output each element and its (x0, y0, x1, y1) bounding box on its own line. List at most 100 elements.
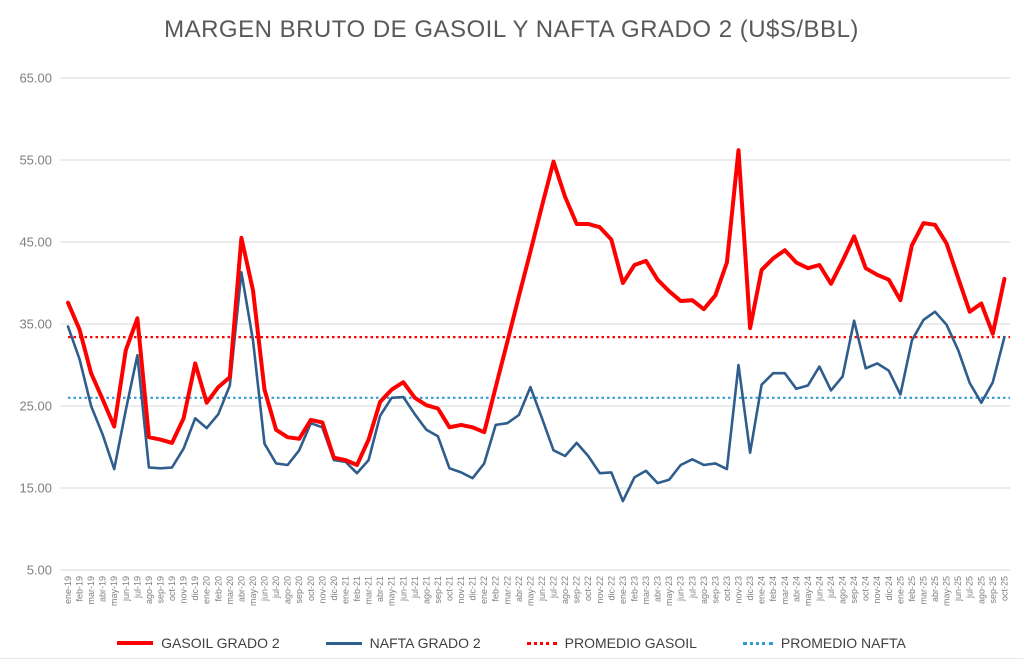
x-axis-tick-label: oct-21 (444, 576, 454, 601)
x-axis-tick-label: may-20 (248, 576, 258, 606)
x-axis-tick-label: ene-22 (479, 576, 489, 604)
y-axis-tick-label: 45.00 (19, 235, 52, 250)
x-axis-tick-label: feb-24 (768, 576, 778, 602)
x-axis-tick-label: nov-24 (872, 576, 882, 604)
x-axis-tick-label: mar-19 (86, 576, 96, 605)
y-axis-tick-label: 15.00 (19, 481, 52, 496)
x-axis-tick-label: sep-22 (572, 576, 582, 604)
x-axis-tick-label: oct-24 (861, 576, 871, 601)
x-axis-tick-label: sep-24 (849, 576, 859, 604)
x-axis-tick-label: jul-23 (687, 576, 697, 599)
x-axis-tick-label: ago-25 (976, 576, 986, 604)
promedio-gasoil-dotted-swatch-icon (526, 641, 557, 645)
nafta-series-line[interactable] (66, 270, 1006, 503)
x-axis-tick-label: ago-21 (421, 576, 431, 604)
x-axis-tick-label: jun-22 (537, 576, 547, 602)
promedio-nafta-dotted-swatch-icon (742, 641, 773, 645)
x-axis-tick-label: abr-19 (98, 576, 108, 602)
gasoil-line-swatch-icon (117, 641, 154, 645)
gasoil-series-line[interactable] (66, 148, 1007, 467)
x-axis-tick-label: abr-20 (236, 576, 246, 602)
x-axis-tick-label: jun-24 (814, 576, 824, 602)
x-axis-tick-label: jul-21 (410, 576, 420, 599)
x-axis-tick-label: ene-24 (757, 576, 767, 604)
x-axis-tick-label: mar-23 (641, 576, 651, 605)
x-axis-tick-label: feb-22 (491, 576, 501, 602)
x-axis-tick-label: abr-25 (930, 576, 940, 602)
legend-item-nafta: NAFTA GRADO 2 (325, 635, 481, 651)
x-axis-tick-label: nov-21 (456, 576, 466, 604)
y-axis-tick-label: 25.00 (19, 399, 52, 414)
x-axis-tick-label: jul-25 (965, 576, 975, 599)
x-axis-tick-label: ago-24 (838, 576, 848, 604)
x-axis-tick-label: may-24 (803, 576, 813, 606)
legend-label-promedio-gasoil: PROMEDIO GASOIL (564, 635, 697, 651)
x-axis-tick-label: nov-23 (734, 576, 744, 604)
x-axis-tick-label: ene-25 (895, 576, 905, 604)
x-axis-tick-label: ene-20 (202, 576, 212, 604)
x-axis-tick-label: jun-25 (953, 576, 963, 602)
x-axis-tick-label: jul-22 (549, 576, 559, 599)
x-axis-tick-label: sep-20 (294, 576, 304, 604)
legend-item-gasoil: GASOIL GRADO 2 (117, 635, 280, 651)
x-axis-tick-label: abr-22 (514, 576, 524, 602)
y-axis-tick-label: 55.00 (19, 153, 52, 168)
legend-item-promedio-nafta: PROMEDIO NAFTA (742, 635, 906, 651)
x-axis-tick-label: mar-22 (502, 576, 512, 605)
x-axis-tick-label: may-21 (387, 576, 397, 606)
x-axis-tick-label: sep-25 (988, 576, 998, 604)
chart-title: MARGEN BRUTO DE GASOIL Y NAFTA GRADO 2 (… (164, 16, 859, 43)
x-axis-tick-label: nov-19 (179, 576, 189, 604)
x-axis-tick-label: may-23 (664, 576, 674, 606)
x-axis-tick-label: feb-23 (629, 576, 639, 602)
x-axis-tick-label: ene-19 (63, 576, 73, 604)
x-axis-tick-label: dic-22 (606, 576, 616, 601)
chart-legend: GASOIL GRADO 2 NAFTA GRADO 2 PROMEDIO GA… (0, 635, 1023, 651)
y-axis-tick-label: 5.00 (27, 563, 52, 578)
x-axis-tick-label: dic-20 (329, 576, 339, 601)
x-axis-tick-label: oct-20 (306, 576, 316, 601)
x-axis-tick-label: ago-19 (144, 576, 154, 604)
x-axis-tick-label: abr-21 (375, 576, 385, 602)
x-axis-tick-label: oct-23 (722, 576, 732, 601)
x-axis-tick-label: feb-20 (213, 576, 223, 602)
x-axis-tick-label: may-25 (942, 576, 952, 606)
x-axis-tick-label: may-19 (109, 576, 119, 606)
x-axis-tick-label: feb-25 (907, 576, 917, 602)
x-axis-tick-label: jun-21 (398, 576, 408, 602)
x-axis-tick-label: oct-19 (167, 576, 177, 601)
x-axis-tick-label: oct-22 (583, 576, 593, 601)
legend-item-promedio-gasoil: PROMEDIO GASOIL (526, 635, 697, 651)
legend-label-promedio-nafta: PROMEDIO NAFTA (780, 635, 906, 651)
x-axis-tick-label: dic-23 (745, 576, 755, 601)
x-axis-tick-label: may-22 (525, 576, 535, 606)
x-axis-tick-label: mar-20 (225, 576, 235, 605)
legend-label-gasoil: GASOIL GRADO 2 (161, 635, 280, 651)
x-axis-tick-label: mar-24 (780, 576, 790, 605)
x-axis-tick-label: ago-20 (283, 576, 293, 604)
x-axis-tick-label: nov-20 (317, 576, 327, 604)
x-axis-tick-label: sep-19 (155, 576, 165, 604)
x-axis-tick-label: jun-23 (676, 576, 686, 602)
y-axis-tick-label: 65.00 (19, 71, 52, 86)
x-axis-tick-label: dic-19 (190, 576, 200, 601)
nafta-line-swatch-icon (325, 641, 362, 645)
x-axis-tick-label: oct-25 (999, 576, 1009, 601)
x-axis-tick-label: sep-21 (433, 576, 443, 604)
x-axis-tick-label: jun-20 (260, 576, 270, 602)
x-axis-tick-label: ago-23 (699, 576, 709, 604)
x-axis-tick-label: ago-22 (560, 576, 570, 604)
x-axis-tick-label: abr-24 (791, 576, 801, 602)
x-axis-tick-label: feb-21 (352, 576, 362, 602)
x-axis-tick-label: feb-19 (75, 576, 85, 602)
y-axis-tick-label: 35.00 (19, 317, 52, 332)
x-axis-tick-label: dic-21 (468, 576, 478, 601)
x-axis-tick-label: dic-24 (884, 576, 894, 601)
x-axis-tick-label: jul-19 (132, 576, 142, 599)
x-axis-tick-label: mar-25 (918, 576, 928, 605)
x-axis-tick-label: abr-23 (653, 576, 663, 602)
x-axis-tick-label: jul-20 (271, 576, 281, 599)
x-axis-tick-label: ene-21 (340, 576, 350, 604)
